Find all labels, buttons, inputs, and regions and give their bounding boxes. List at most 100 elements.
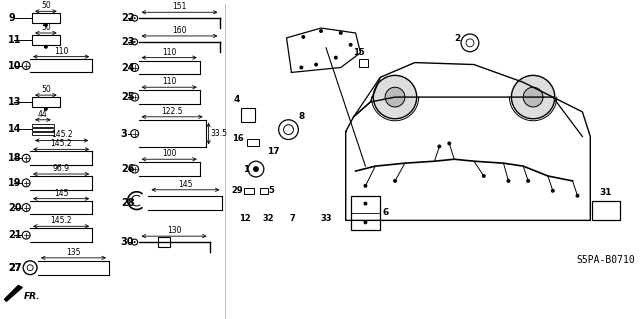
Circle shape (334, 56, 338, 60)
Text: FR.: FR. (24, 292, 41, 301)
Circle shape (253, 166, 259, 172)
Text: 4: 4 (234, 95, 241, 104)
Text: 96.9: 96.9 (52, 164, 70, 173)
Circle shape (339, 31, 343, 35)
Circle shape (511, 75, 555, 119)
Circle shape (44, 107, 48, 111)
Text: 50: 50 (41, 23, 51, 32)
Bar (247, 138, 259, 146)
Text: 2: 2 (454, 34, 460, 43)
Bar (358, 59, 369, 67)
Text: 135: 135 (67, 248, 81, 257)
Circle shape (134, 241, 136, 243)
Text: 9: 9 (8, 13, 15, 23)
Text: 7: 7 (289, 214, 295, 223)
Bar (158, 237, 170, 247)
Text: 50: 50 (41, 1, 51, 10)
Text: 28: 28 (121, 197, 134, 208)
Text: 8: 8 (298, 112, 305, 121)
Text: S5PA-B0710: S5PA-B0710 (577, 255, 636, 265)
Text: 3: 3 (121, 129, 127, 138)
Circle shape (319, 29, 323, 33)
Bar (32, 132, 54, 135)
Text: 19: 19 (8, 178, 22, 188)
Text: 32: 32 (263, 214, 275, 223)
Bar (241, 108, 255, 122)
Bar (32, 97, 60, 107)
Text: 29: 29 (232, 186, 243, 195)
Text: 44: 44 (38, 110, 48, 119)
Text: 130: 130 (167, 226, 181, 235)
Circle shape (526, 179, 530, 183)
Text: 25: 25 (121, 92, 134, 102)
Circle shape (364, 202, 367, 205)
Text: 145.2: 145.2 (51, 216, 72, 225)
Circle shape (506, 179, 511, 183)
Text: 15: 15 (353, 48, 364, 57)
Text: 27: 27 (8, 263, 22, 273)
Text: 5: 5 (269, 186, 275, 195)
Text: 100: 100 (162, 149, 177, 158)
Text: 33: 33 (320, 214, 332, 223)
Text: 23: 23 (121, 37, 134, 47)
Circle shape (44, 23, 48, 27)
Bar (32, 13, 60, 23)
Text: 12: 12 (239, 214, 251, 223)
Text: 145.2: 145.2 (51, 139, 72, 148)
Circle shape (447, 141, 451, 145)
Circle shape (385, 87, 405, 107)
Circle shape (482, 174, 486, 178)
Circle shape (437, 145, 442, 148)
Text: 24: 24 (121, 63, 134, 72)
Circle shape (575, 194, 579, 198)
Text: 1: 1 (243, 165, 249, 174)
Text: 145.2: 145.2 (51, 130, 72, 139)
Circle shape (364, 184, 367, 188)
Text: 33.5: 33.5 (211, 129, 228, 138)
Text: 26: 26 (121, 164, 134, 174)
Polygon shape (4, 286, 22, 301)
Text: 110: 110 (162, 77, 177, 86)
Bar (32, 128, 54, 130)
Circle shape (551, 189, 555, 193)
Text: 145: 145 (54, 189, 68, 198)
Circle shape (44, 45, 48, 49)
Text: 50: 50 (41, 85, 51, 94)
Text: 6: 6 (382, 208, 388, 217)
Text: 16: 16 (232, 134, 244, 143)
Circle shape (301, 35, 305, 39)
Circle shape (393, 179, 397, 183)
Text: 22: 22 (121, 13, 134, 23)
Text: 18: 18 (8, 153, 22, 163)
Circle shape (300, 65, 303, 70)
Bar (32, 124, 54, 127)
Text: 27: 27 (8, 263, 22, 273)
Circle shape (134, 41, 136, 43)
Text: 151: 151 (172, 2, 187, 11)
Text: 30: 30 (121, 237, 134, 247)
Text: 10: 10 (8, 61, 22, 70)
Text: 145: 145 (178, 180, 193, 189)
Text: 110: 110 (162, 48, 177, 57)
Circle shape (364, 220, 367, 224)
Text: 17: 17 (267, 147, 280, 156)
Text: 13: 13 (8, 97, 22, 107)
Bar (260, 188, 268, 194)
Bar (351, 196, 380, 230)
Text: 20: 20 (8, 203, 22, 212)
Circle shape (349, 43, 353, 47)
Text: 31: 31 (600, 188, 612, 197)
Bar (592, 201, 620, 220)
Circle shape (134, 17, 136, 19)
Circle shape (373, 75, 417, 119)
Text: 11: 11 (8, 35, 22, 45)
Text: 21: 21 (8, 230, 22, 240)
Text: 160: 160 (172, 26, 187, 35)
Bar (32, 35, 60, 45)
Circle shape (314, 63, 318, 67)
Text: 14: 14 (8, 124, 22, 134)
Circle shape (524, 87, 543, 107)
Text: 110: 110 (54, 47, 68, 56)
Text: 122.5: 122.5 (161, 107, 183, 116)
Bar (244, 188, 254, 194)
